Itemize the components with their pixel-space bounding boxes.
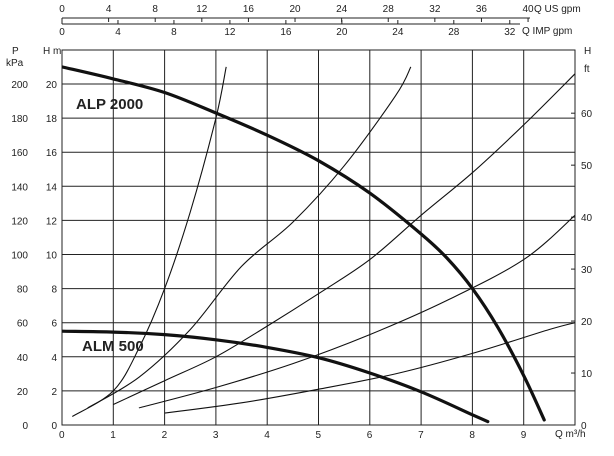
y-tick-label: 14 xyxy=(46,182,58,193)
ft-tick-label: 40 xyxy=(581,213,593,224)
ft-tick-label: 50 xyxy=(581,161,593,172)
imp-gpm-tick-label: 20 xyxy=(336,27,348,38)
us-gpm-tick-label: 20 xyxy=(289,4,301,15)
x-tick-label: 0 xyxy=(59,430,65,441)
x-tick-label: 9 xyxy=(521,430,527,441)
axes: 0 1 2 3 4 5 6 7 8 9002204406608801010012120141401… xyxy=(11,4,592,441)
pressure-tick-label: 60 xyxy=(17,319,29,330)
ft-tick-label: 10 xyxy=(581,369,593,380)
imp-gpm-tick-label: 16 xyxy=(280,27,292,38)
y-tick-label: 18 xyxy=(46,114,58,125)
y-tick-label: 20 xyxy=(46,80,58,91)
series-label-alp2000: ALP 2000 xyxy=(76,96,143,113)
us-gpm-tick-label: 36 xyxy=(476,4,488,15)
us-gpm-tick-label: 40 xyxy=(522,4,534,15)
y-tick-label: 10 xyxy=(46,251,58,262)
x-tick-label: 4 xyxy=(264,430,270,441)
imp-gpm-tick-label: 28 xyxy=(448,27,460,38)
us-gpm-tick-label: 8 xyxy=(152,4,158,15)
x-tick-label: 5 xyxy=(316,430,322,441)
system-curve xyxy=(164,322,575,414)
ft-axis-label: H xyxy=(584,46,591,57)
us-gpm-tick-label: 4 xyxy=(106,4,112,15)
us-gpm-tick-label: 12 xyxy=(196,4,208,15)
x-tick-label: 6 xyxy=(367,430,373,441)
pressure-axis-label: P xyxy=(12,46,19,57)
x-tick-label: 8 xyxy=(469,430,475,441)
system-curve xyxy=(87,66,412,409)
ft-axis-unit: ft xyxy=(584,64,590,75)
imp-gpm-tick-label: 0 xyxy=(59,27,65,38)
pressure-tick-label: 80 xyxy=(17,285,29,296)
x-axis-label: Q m³/h xyxy=(555,429,586,440)
us-gpm-label: Q US gpm xyxy=(534,4,581,15)
pump-curve xyxy=(62,65,546,422)
series-label-alm500: ALM 500 xyxy=(82,338,144,355)
grid xyxy=(61,50,575,425)
system-curve xyxy=(138,214,575,409)
y-tick-label: 12 xyxy=(46,216,58,227)
imp-gpm-tick-label: 8 xyxy=(171,27,177,38)
ft-tick-label: 0 xyxy=(581,421,587,432)
x-tick-label: 7 xyxy=(418,430,424,441)
imp-gpm-tick-label: 24 xyxy=(392,27,404,38)
y-axis-label: H m xyxy=(43,46,61,57)
pressure-tick-label: 0 xyxy=(22,421,28,432)
y-tick-label: 2 xyxy=(51,387,57,398)
plot-frame xyxy=(61,49,576,426)
pressure-tick-label: 180 xyxy=(11,114,28,125)
y-tick-label: 4 xyxy=(51,353,57,364)
pressure-tick-label: 20 xyxy=(17,387,29,398)
us-gpm-tick-label: 32 xyxy=(429,4,441,15)
us-gpm-tick-label: 28 xyxy=(383,4,395,15)
x-tick-label: 3 xyxy=(213,430,219,441)
pressure-tick-label: 100 xyxy=(11,251,28,262)
axis-labels: ALP 2000 ALM 500 P kPa H m H ft Q m³/h Q… xyxy=(6,4,591,440)
us-gpm-tick-label: 24 xyxy=(336,4,348,15)
y-tick-label: 8 xyxy=(51,285,57,296)
pressure-tick-label: 200 xyxy=(11,80,28,91)
pump-curve xyxy=(62,329,490,424)
pump-curves xyxy=(62,65,546,424)
us-gpm-tick-label: 16 xyxy=(243,4,255,15)
ft-tick-label: 20 xyxy=(581,317,593,328)
imp-gpm-tick-label: 32 xyxy=(504,27,516,38)
y-tick-label: 6 xyxy=(51,319,57,330)
x-tick-label: 2 xyxy=(162,430,168,441)
system-curves xyxy=(72,66,575,417)
pressure-tick-label: 140 xyxy=(11,182,28,193)
system-curve xyxy=(72,66,227,417)
pressure-axis-unit: kPa xyxy=(6,58,24,69)
imp-gpm-tick-label: 4 xyxy=(115,27,121,38)
ft-tick-label: 60 xyxy=(581,109,593,120)
imp-gpm-label: Q IMP gpm xyxy=(522,26,572,37)
us-gpm-tick-label: 0 xyxy=(59,4,65,15)
ft-tick-label: 30 xyxy=(581,265,593,276)
y-tick-label: 0 xyxy=(51,421,57,432)
pressure-tick-label: 160 xyxy=(11,148,28,159)
pressure-tick-label: 120 xyxy=(11,216,28,227)
imp-gpm-tick-label: 12 xyxy=(224,27,236,38)
system-curve xyxy=(113,73,575,406)
y-tick-label: 16 xyxy=(46,148,58,159)
x-tick-label: 1 xyxy=(110,430,116,441)
pressure-tick-label: 40 xyxy=(17,353,29,364)
